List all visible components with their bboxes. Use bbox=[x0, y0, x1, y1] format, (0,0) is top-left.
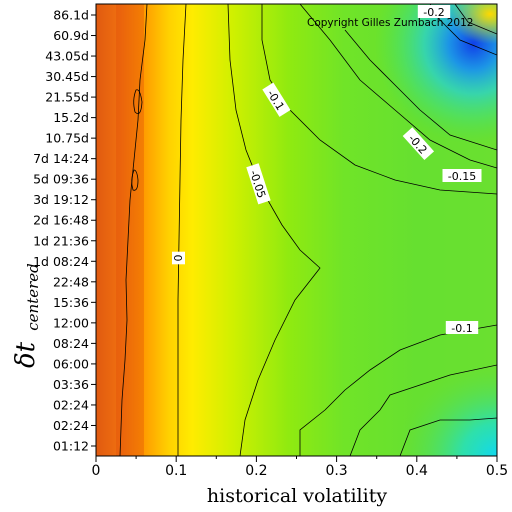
contour-label-text: -0.1 bbox=[451, 322, 472, 335]
x-axis: 0 0.1 0.2 0.3 0.4 0.5 bbox=[92, 456, 508, 479]
contour-label: -0.2 bbox=[417, 5, 451, 19]
x-axis-label: historical volatility bbox=[207, 485, 387, 507]
y-tick-label: 30.45d bbox=[45, 69, 89, 84]
y-axis: 01:12 02:24 02:24 03:36 06:00 08:24 12:00 15:36… bbox=[33, 8, 96, 454]
x-tick-label: 0.2 bbox=[245, 463, 267, 479]
y-tick-label: 22:48 bbox=[53, 274, 89, 289]
contour-line-ridge bbox=[119, 4, 148, 456]
contour-label-background bbox=[246, 163, 271, 205]
y-tick-label: 02:24 bbox=[53, 397, 89, 412]
contour-label-background bbox=[172, 251, 185, 265]
y-tick-label: 08:24 bbox=[53, 336, 89, 351]
x-tick-label: 0.5 bbox=[486, 463, 508, 479]
contour-label-background bbox=[445, 321, 479, 334]
contour-label-background bbox=[402, 127, 435, 161]
y-axis-label-subscript: centered bbox=[24, 263, 42, 331]
contour-label-text: -0.2 bbox=[423, 6, 444, 19]
contour-label: 0 bbox=[171, 251, 185, 265]
y-tick-label: 1d 21:36 bbox=[33, 233, 89, 248]
x-tick-label: 0.1 bbox=[165, 463, 187, 479]
y-tick-label: 03:36 bbox=[53, 377, 89, 392]
y-tick-label: 02:24 bbox=[53, 418, 89, 433]
contour-line-minus-0.05 bbox=[227, 4, 321, 456]
y-tick-label: 2d 16:48 bbox=[33, 213, 89, 228]
contour-line-ridge-loop bbox=[133, 89, 143, 115]
y-axis-label: δt centered bbox=[11, 263, 42, 368]
contour-line-minus-0.2-top bbox=[344, 29, 497, 151]
contour-line-minus-0.2-bottom bbox=[399, 417, 497, 456]
contour-label-text: 0 bbox=[171, 255, 184, 262]
contour-line-minus-0.15-bottom bbox=[349, 364, 497, 456]
plot-area bbox=[96, 4, 497, 456]
contour-line-top-right-inner-2 bbox=[454, 4, 497, 35]
y-tick-label: 86.1d bbox=[53, 8, 89, 23]
contour-line-minus-0.1-top bbox=[261, 4, 497, 195]
y-tick-label: 15:36 bbox=[53, 295, 89, 310]
y-tick-label: 43.05d bbox=[45, 49, 89, 64]
contour-label-background bbox=[417, 5, 451, 18]
contour-label: -0.15 bbox=[442, 169, 482, 183]
x-tick-label: 0.4 bbox=[406, 463, 428, 479]
y-tick-label: 60.9d bbox=[53, 28, 89, 43]
y-tick-label: 10.75d bbox=[45, 131, 89, 146]
contour-label-background bbox=[442, 169, 482, 182]
contour-label-text: -0.15 bbox=[448, 170, 476, 183]
y-tick-label: 21.55d bbox=[45, 90, 89, 105]
heatmap-ridge bbox=[116, 4, 144, 456]
contour-label: -0.1 bbox=[445, 321, 479, 335]
y-tick-label: 15.2d bbox=[53, 110, 89, 125]
copyright-annotation: Copyright Gilles Zumbach 2012 bbox=[307, 17, 473, 29]
contour-line-minus-0.15-top bbox=[299, 4, 497, 169]
y-tick-label: 01:12 bbox=[53, 439, 89, 454]
contour-label-background bbox=[262, 82, 291, 117]
y-tick-label: 06:00 bbox=[53, 356, 89, 371]
y-tick-label: 12:00 bbox=[53, 315, 89, 330]
x-tick-label: 0 bbox=[92, 463, 101, 479]
y-tick-label: 7d 14:24 bbox=[33, 151, 89, 166]
contour-line-zero bbox=[177, 4, 187, 456]
contour-line-minus-0.1-bottom bbox=[299, 324, 497, 456]
y-tick-label: 3d 19:12 bbox=[33, 192, 89, 207]
y-tick-label: 1d 08:24 bbox=[33, 254, 89, 269]
y-axis-label-main: δt bbox=[11, 341, 41, 368]
contour-line-ridge-loop-2 bbox=[131, 169, 139, 191]
y-tick-label: 5d 09:36 bbox=[33, 172, 89, 187]
x-tick-label: 0.3 bbox=[325, 463, 347, 479]
